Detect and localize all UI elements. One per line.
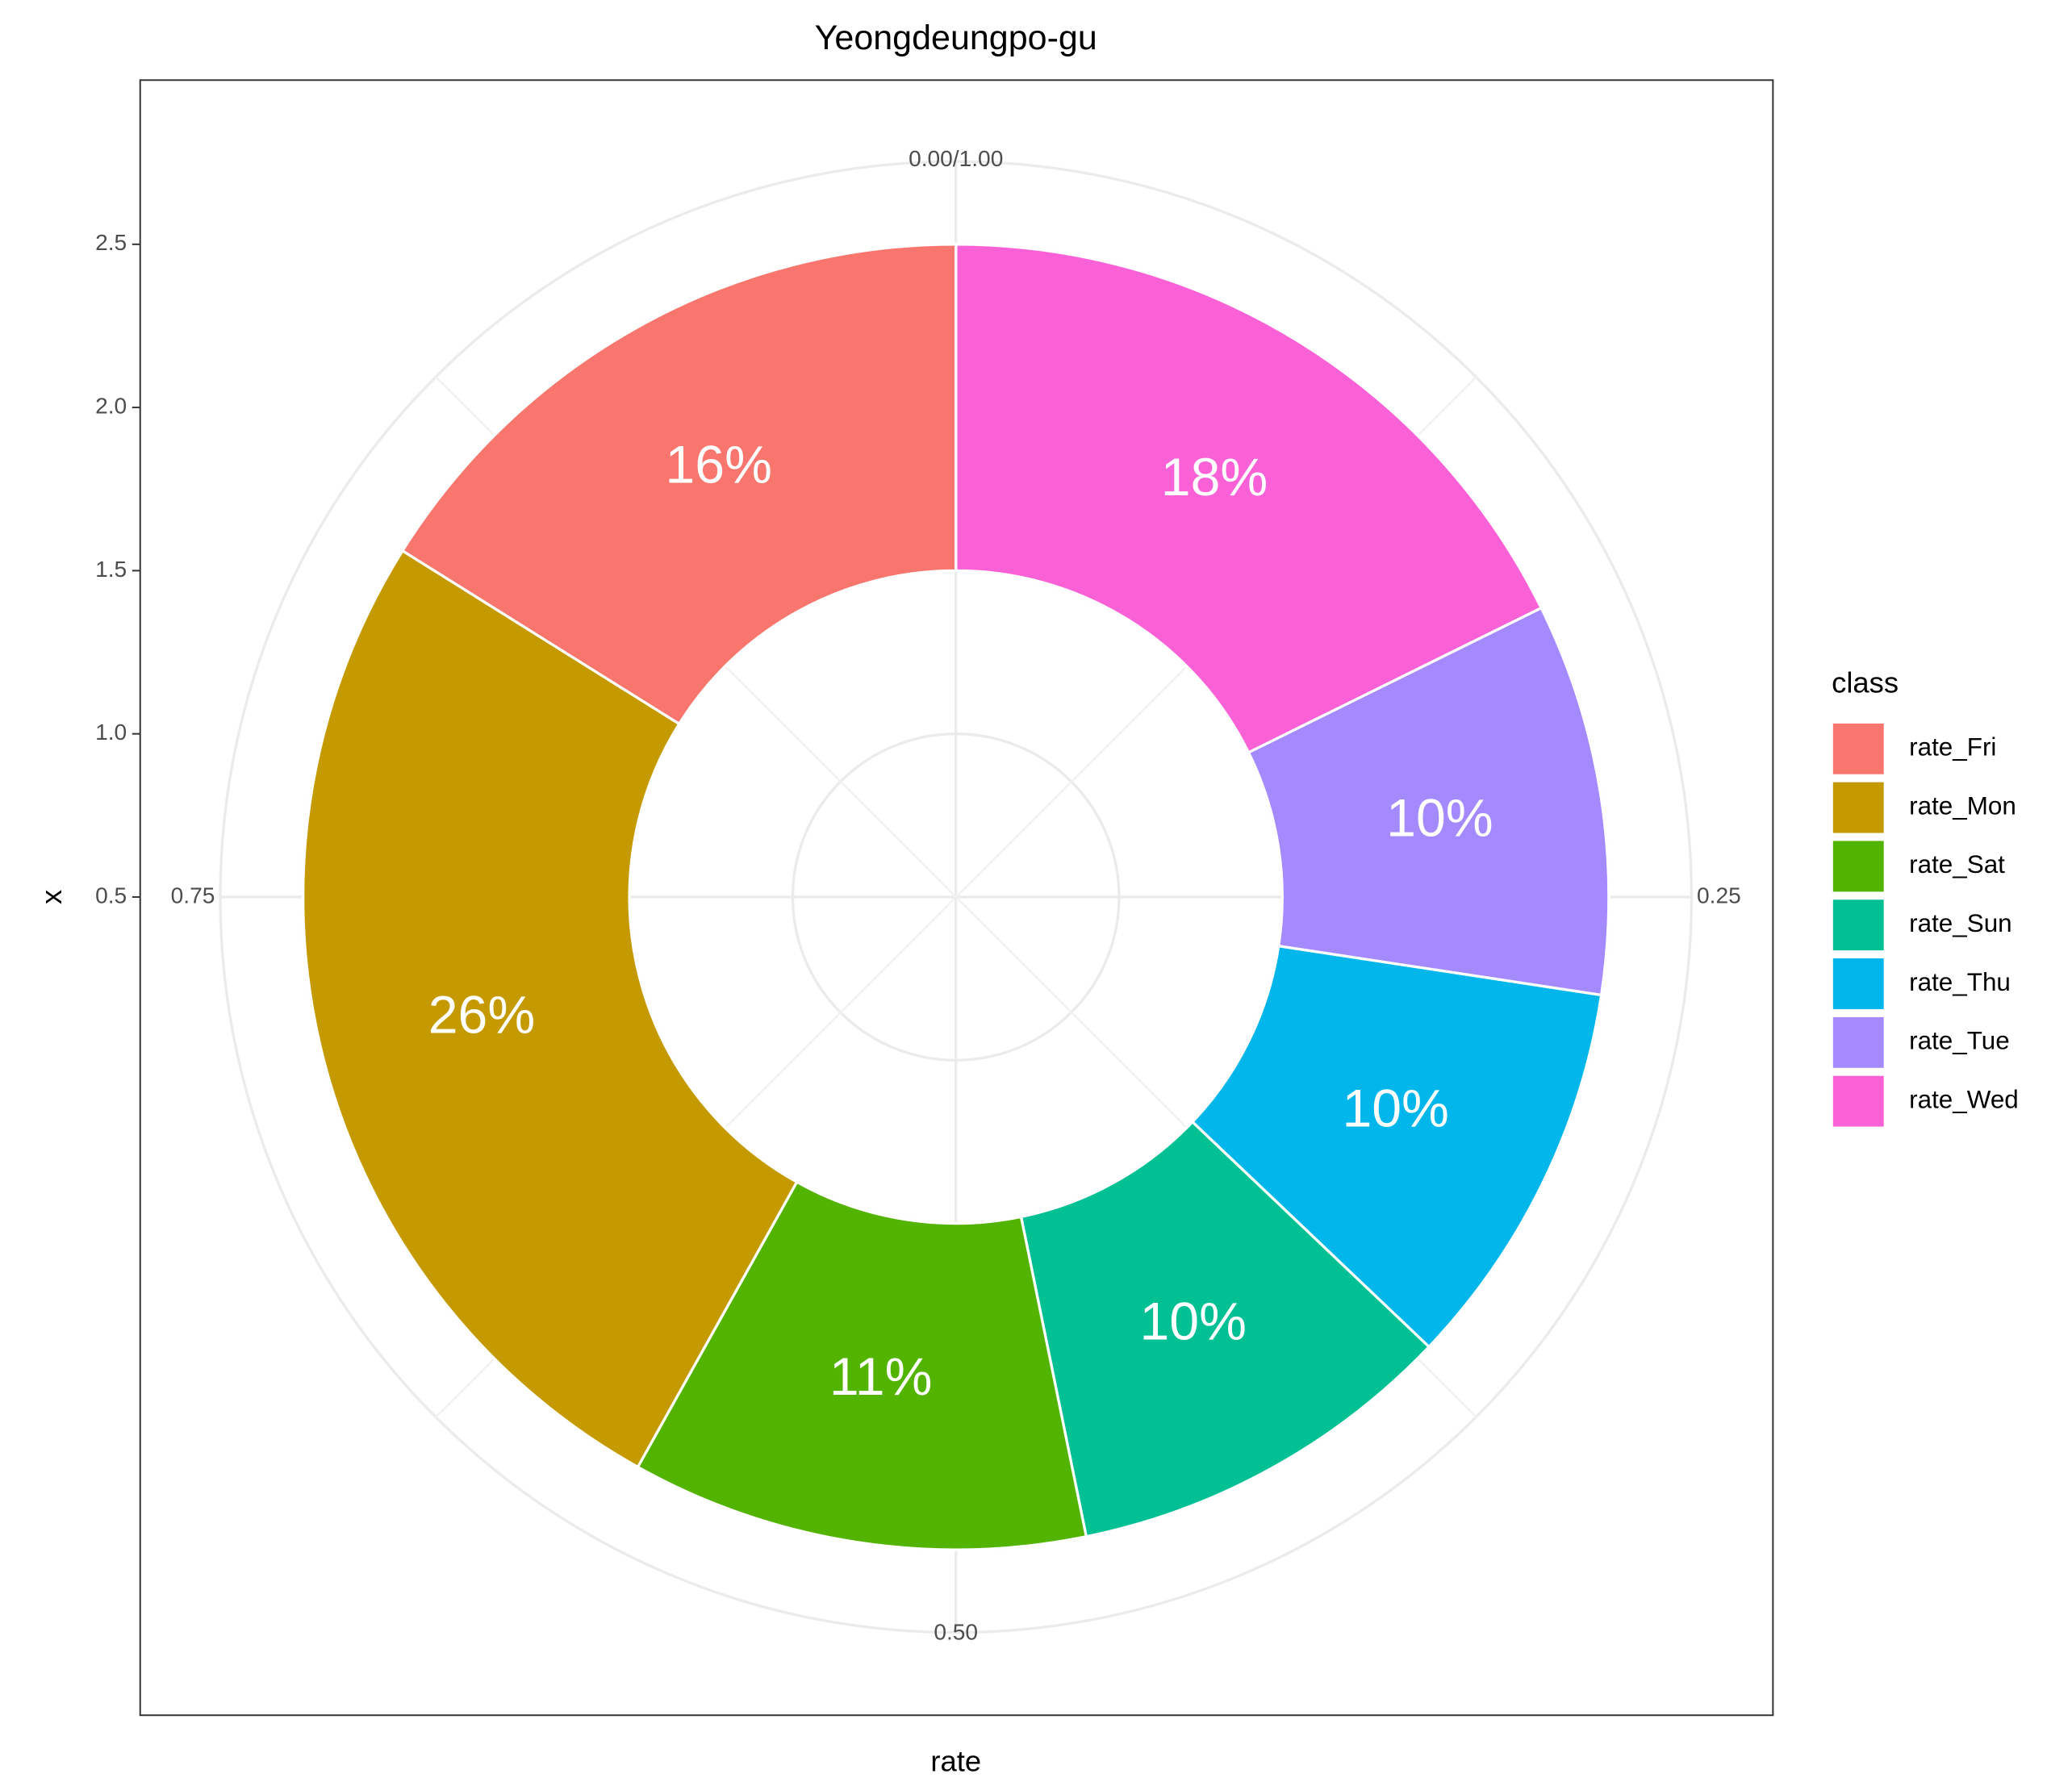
- angular-tick-label: 0.25: [1697, 883, 1741, 908]
- legend-label: rate_Wed: [1909, 1085, 2019, 1113]
- legend-swatch: [1832, 723, 1884, 774]
- donut-segment: [1190, 944, 1603, 1349]
- y-tick-label: 0.5: [95, 883, 127, 908]
- legend-swatch: [1832, 841, 1884, 892]
- value-label: 11%: [829, 1347, 933, 1407]
- legend-label: rate_Sat: [1909, 850, 2005, 878]
- value-label: 10%: [1342, 1079, 1448, 1138]
- angular-tick-label: 0.75: [171, 883, 215, 908]
- value-label: 18%: [1161, 448, 1268, 507]
- legend-label: rate_Sun: [1909, 909, 2012, 937]
- angular-tick-label: 0.50: [934, 1620, 978, 1645]
- legend-label: rate_Tue: [1909, 1027, 2010, 1055]
- value-label: 16%: [665, 436, 771, 495]
- donut-segment: [636, 1179, 1088, 1551]
- y-tick-label: 2.5: [95, 230, 127, 255]
- value-label: 26%: [428, 985, 535, 1045]
- legend-swatch: [1832, 1016, 1884, 1068]
- legend-label: rate_Fri: [1909, 733, 1996, 762]
- y-tick-label: 1.5: [95, 557, 127, 582]
- chart-title: Yeongdeungpo-gu: [815, 19, 1097, 57]
- legend-title: class: [1832, 666, 1899, 699]
- x-axis-title: rate: [930, 1744, 981, 1777]
- y-axis-title: x: [35, 890, 68, 904]
- legend-swatch: [1832, 782, 1884, 833]
- legend-swatch: [1832, 1075, 1884, 1127]
- donut-segment: [400, 243, 958, 726]
- donut-segment: [1019, 1120, 1431, 1538]
- angular-tick-label: 0.00/1.00: [909, 146, 1003, 171]
- donut-segment: [301, 549, 799, 1469]
- y-tick-label: 1.0: [95, 720, 127, 745]
- legend-label: rate_Thu: [1909, 968, 2011, 996]
- donut-segment: [1247, 606, 1610, 997]
- legend-swatch: [1832, 899, 1884, 951]
- value-label: 10%: [1140, 1292, 1247, 1351]
- donut-segment: [955, 243, 1544, 755]
- y-tick-label: 2.0: [95, 394, 127, 419]
- legend-label: rate_Mon: [1909, 791, 2016, 820]
- legend-swatch: [1832, 958, 1884, 1009]
- value-label: 10%: [1386, 788, 1493, 848]
